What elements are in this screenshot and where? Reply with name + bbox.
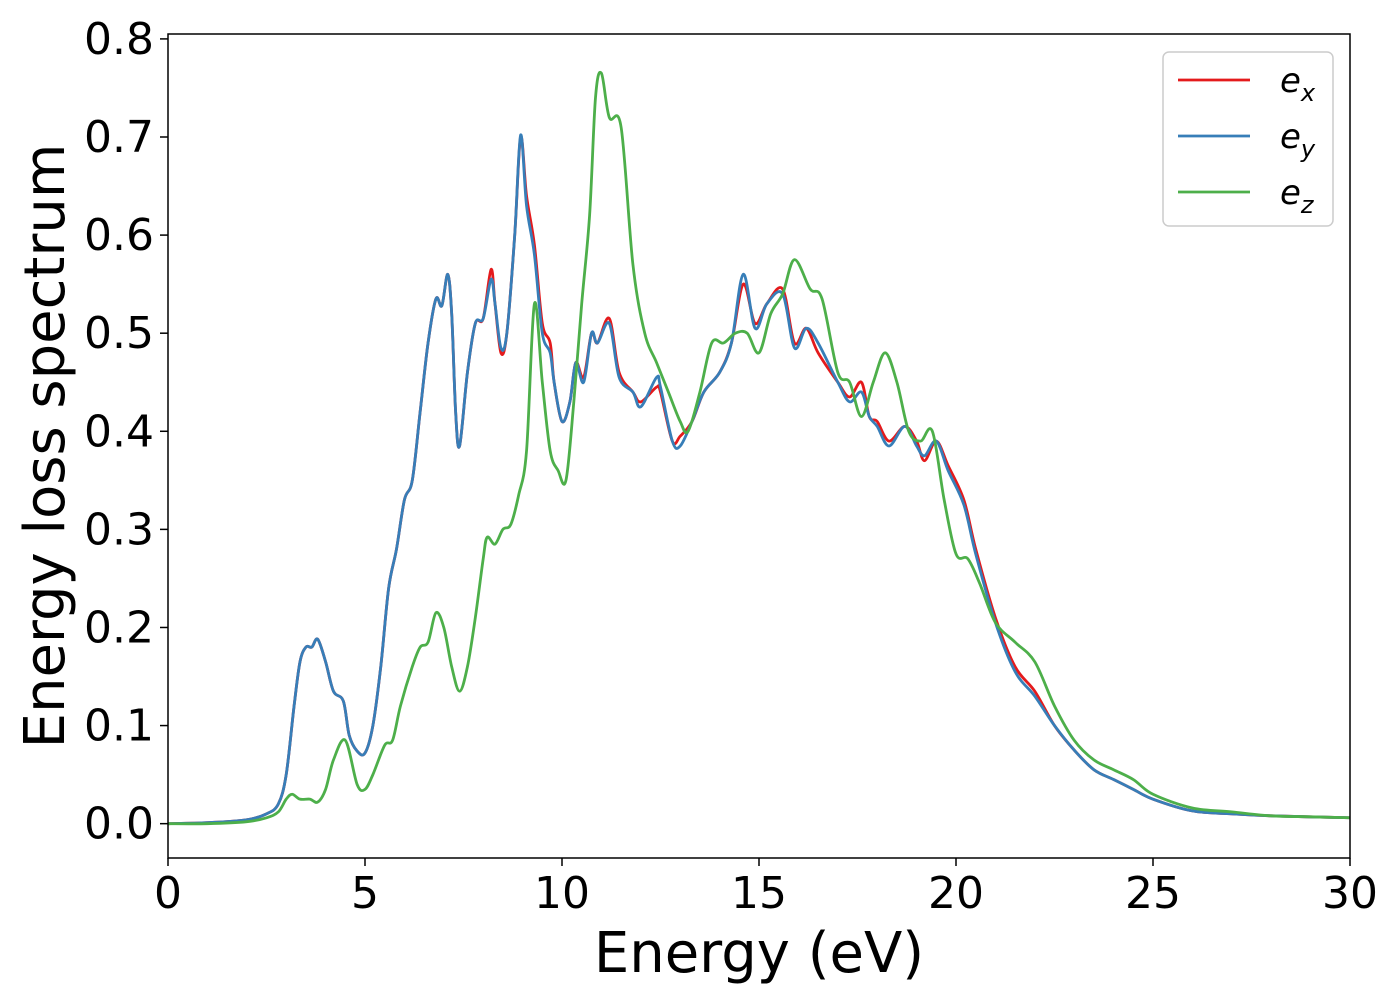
y-axis-ticks: 0.0 0.1 0.2 0.3 0.4 0.5 0.6 0.7 0.8 [84,14,168,850]
y-tick-label: 0.8 [84,14,154,65]
x-tick-label: 20 [928,868,984,919]
legend-label-ex: ex [1280,61,1316,107]
y-tick-label: 0.7 [84,112,154,163]
y-tick-label: 0.4 [84,406,154,457]
x-tick-label: 5 [351,868,379,919]
y-tick-label: 0.3 [84,504,154,555]
y-tick-label: 0.5 [84,308,154,359]
x-tick-label: 0 [154,868,182,919]
x-tick-label: 25 [1125,868,1181,919]
x-tick-label: 10 [534,868,590,919]
legend-box [1162,51,1334,227]
plot-area [167,33,1351,859]
series-layer [168,70,1350,826]
x-tick-label: 15 [731,868,787,919]
y-tick-label: 0.6 [84,210,154,261]
x-axis-label: Energy (eV) [594,921,924,986]
series-line-ez [168,70,1350,826]
y-tick-label: 0.0 [84,799,154,850]
y-axis-label: Energy loss spectrum [13,144,78,749]
y-tick-label: 0.1 [84,701,154,752]
x-tick-label: 30 [1322,868,1378,919]
y-tick-label: 0.2 [84,602,154,653]
x-axis-ticks: 0 5 10 15 20 25 30 [154,858,1378,919]
